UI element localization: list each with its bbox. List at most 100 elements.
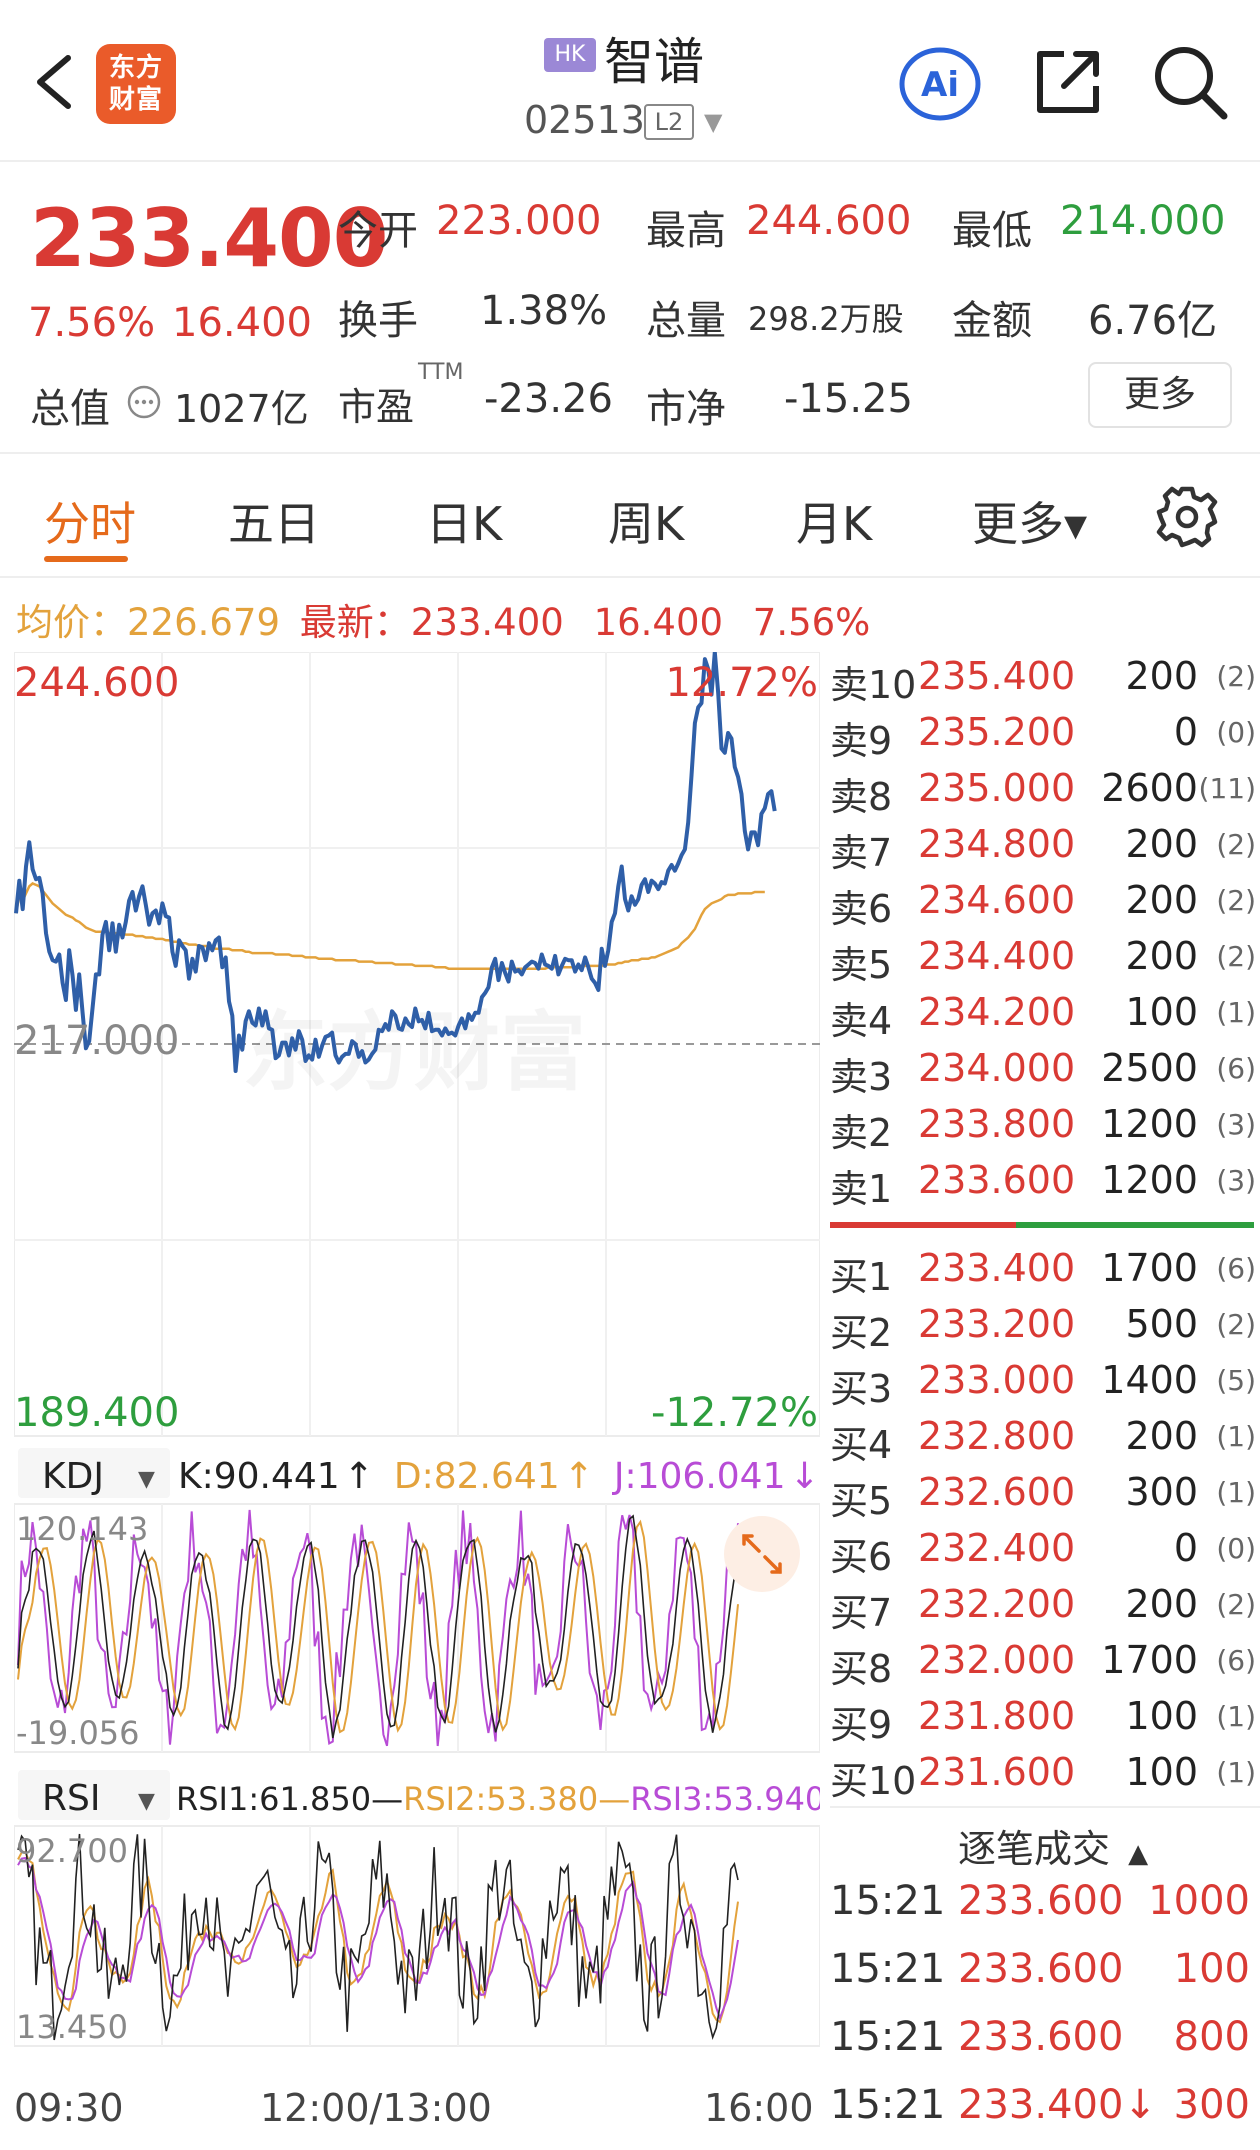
ask-row[interactable]: 卖3 234.000 2500 (6) (830, 1046, 1256, 1102)
expand-icon[interactable] (724, 1516, 800, 1592)
bid-row[interactable]: 买1 233.400 1700 (6) (830, 1246, 1256, 1302)
tab-five-day[interactable]: 五日 (228, 497, 320, 551)
price-axis-base: 217.000 (14, 1018, 179, 1064)
bid-row[interactable]: 买8 232.000 1700 (6) (830, 1638, 1256, 1694)
ask-count: (2) (1216, 660, 1256, 693)
logo-text-line1: 东方 (108, 53, 163, 83)
kdj-pane-border (14, 1503, 820, 1753)
rsi-selector[interactable] (18, 1770, 170, 1820)
tab-intraday[interactable]: 分时 (44, 497, 136, 551)
ask-level-label: 卖1 (830, 1167, 893, 1211)
market-badge: HK (544, 38, 596, 72)
kdj-j-arrow: ↓ (790, 1456, 820, 1497)
bid-level-label: 买8 (830, 1647, 893, 1691)
volume-value: 298.2万股 (748, 300, 904, 338)
tab-daily-k[interactable]: 日K (426, 497, 503, 551)
change-percent: 7.56% (28, 300, 156, 346)
divider (0, 576, 1260, 578)
trade-row: 15:21 233.600 1000 (830, 1878, 1254, 1942)
tick-trades-title[interactable]: 逐笔成交 ▲ (958, 1818, 1148, 1873)
avg-price-value: 226.679 (127, 601, 281, 644)
bid-price: 232.200 (918, 1582, 1076, 1626)
latest-price-value: 233.400 (410, 601, 564, 644)
ask-level-label: 卖4 (830, 999, 893, 1043)
ask-count: (6) (1216, 1052, 1256, 1085)
divider (0, 452, 1260, 454)
rsi1-value: RSI1:61.850 (176, 1780, 371, 1818)
pct-axis-top: 12.72% (665, 660, 818, 706)
ask-row[interactable]: 卖8 235.000 2600 (11) (830, 766, 1256, 822)
ask-row[interactable]: 卖10 235.400 200 (2) (830, 654, 1256, 710)
bid-row[interactable]: 买2 233.200 500 (2) (830, 1302, 1256, 1358)
bid-level-label: 买2 (830, 1311, 893, 1355)
bid-count: (1) (1216, 1700, 1256, 1733)
trade-time: 15:21 (830, 2014, 946, 2060)
ask-volume: 100 (1125, 990, 1198, 1034)
ask-price: 233.600 (918, 1158, 1076, 1202)
bid-row[interactable]: 买7 232.200 200 (2) (830, 1582, 1256, 1638)
bid-volume: 200 (1125, 1414, 1198, 1458)
trade-price: 233.600 (958, 1878, 1124, 1924)
kdj-axis-top: 120.143 (16, 1510, 148, 1548)
rsi1-line (17, 1833, 739, 2041)
more-info-icon[interactable] (126, 384, 162, 420)
ask-row[interactable]: 卖6 234.600 200 (2) (830, 878, 1256, 934)
bid-row[interactable]: 买3 233.000 1400 (5) (830, 1358, 1256, 1414)
bid-row[interactable]: 买4 232.800 200 (1) (830, 1414, 1256, 1470)
bid-volume: 200 (1125, 1582, 1198, 1626)
intraday-chart[interactable]: 东方财富 244.600 217.000 189.400 12.72% -12.… (14, 652, 820, 2100)
kdj-k-arrow: ↑ (344, 1456, 374, 1497)
trade-row: 15:21 233.600 800 (830, 2014, 1254, 2078)
ask-row[interactable]: 卖2 233.800 1200 (3) (830, 1102, 1256, 1158)
search-icon[interactable] (1150, 42, 1230, 122)
ask-price: 234.000 (918, 1046, 1076, 1090)
ask-row[interactable]: 卖5 234.400 200 (2) (830, 934, 1256, 990)
chevron-down-icon: ▼ (138, 1789, 155, 1814)
bid-volume: 300 (1125, 1470, 1198, 1514)
ask-row[interactable]: 卖1 233.600 1200 (3) (830, 1158, 1256, 1214)
rsi3-value: RSI3:53.940 (630, 1780, 820, 1818)
high-value: 244.600 (746, 198, 912, 244)
bid-level-label: 买1 (830, 1255, 893, 1299)
bid-row[interactable]: 买5 232.600 300 (1) (830, 1470, 1256, 1526)
rsi-axis-bottom: 13.450 (16, 2008, 128, 2046)
bid-count: (2) (1216, 1308, 1256, 1341)
tick-trades-label: 逐笔成交 (958, 1827, 1111, 1871)
ask-count: (0) (1216, 716, 1256, 749)
tab-more[interactable]: 更多▾ (972, 497, 1088, 551)
ask-row[interactable]: 卖9 235.200 0 (0) (830, 710, 1256, 766)
kdj-selector[interactable] (18, 1448, 170, 1498)
rsi2-line (17, 1850, 739, 2024)
bid-row[interactable]: 买9 231.800 100 (1) (830, 1694, 1256, 1750)
bid-price: 232.000 (918, 1638, 1076, 1682)
tab-weekly-k[interactable]: 周K (608, 497, 685, 551)
back-icon[interactable] (28, 52, 84, 112)
ask-row[interactable]: 卖7 234.800 200 (2) (830, 822, 1256, 878)
bid-row[interactable]: 买10 231.600 100 (1) (830, 1750, 1256, 1806)
latest-change-percent: 7.56% (752, 601, 871, 644)
ask-price: 234.200 (918, 990, 1076, 1034)
ask-count: (11) (1198, 772, 1256, 805)
divider (830, 1806, 1260, 1808)
rsi-pane-border (14, 1825, 820, 2047)
rsi-axis-top: 92.700 (16, 1832, 128, 1870)
price-axis-top: 244.600 (14, 660, 179, 706)
kdj-axis-bottom: -19.056 (16, 1714, 140, 1752)
more-quote-button[interactable]: 更多 (1088, 362, 1232, 428)
share-icon[interactable] (1030, 44, 1106, 120)
tab-monthly-k[interactable]: 月K (796, 497, 873, 551)
bid-row[interactable]: 买6 232.400 0 (0) (830, 1526, 1256, 1582)
ask-price: 234.400 (918, 934, 1076, 978)
kdj-d-line (17, 1519, 739, 1734)
level2-badge[interactable]: L2 (644, 104, 694, 140)
gear-icon[interactable] (1154, 484, 1220, 550)
ask-price: 234.600 (918, 878, 1076, 922)
bid-price: 232.400 (918, 1526, 1076, 1570)
change-amount: 16.400 (172, 300, 312, 346)
pb-label: 市净 (646, 386, 726, 432)
ask-row[interactable]: 卖4 234.200 100 (1) (830, 990, 1256, 1046)
bid-price: 232.800 (918, 1414, 1076, 1458)
ai-icon[interactable]: Ai (898, 46, 982, 122)
bid-count: (1) (1216, 1476, 1256, 1509)
chevron-down-icon[interactable]: ▼ (704, 108, 723, 136)
